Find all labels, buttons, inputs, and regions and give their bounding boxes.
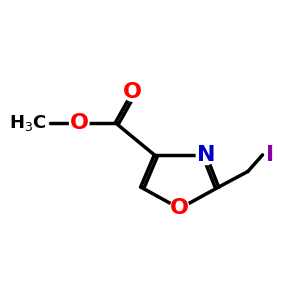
Text: N: N: [197, 145, 215, 165]
Text: H$_3$C: H$_3$C: [9, 113, 47, 133]
Circle shape: [123, 82, 142, 101]
Circle shape: [70, 113, 89, 133]
Circle shape: [170, 199, 189, 218]
Text: I: I: [266, 145, 274, 165]
Text: O: O: [170, 199, 189, 218]
Text: O: O: [123, 82, 142, 101]
Circle shape: [196, 145, 216, 165]
Text: O: O: [70, 113, 89, 133]
